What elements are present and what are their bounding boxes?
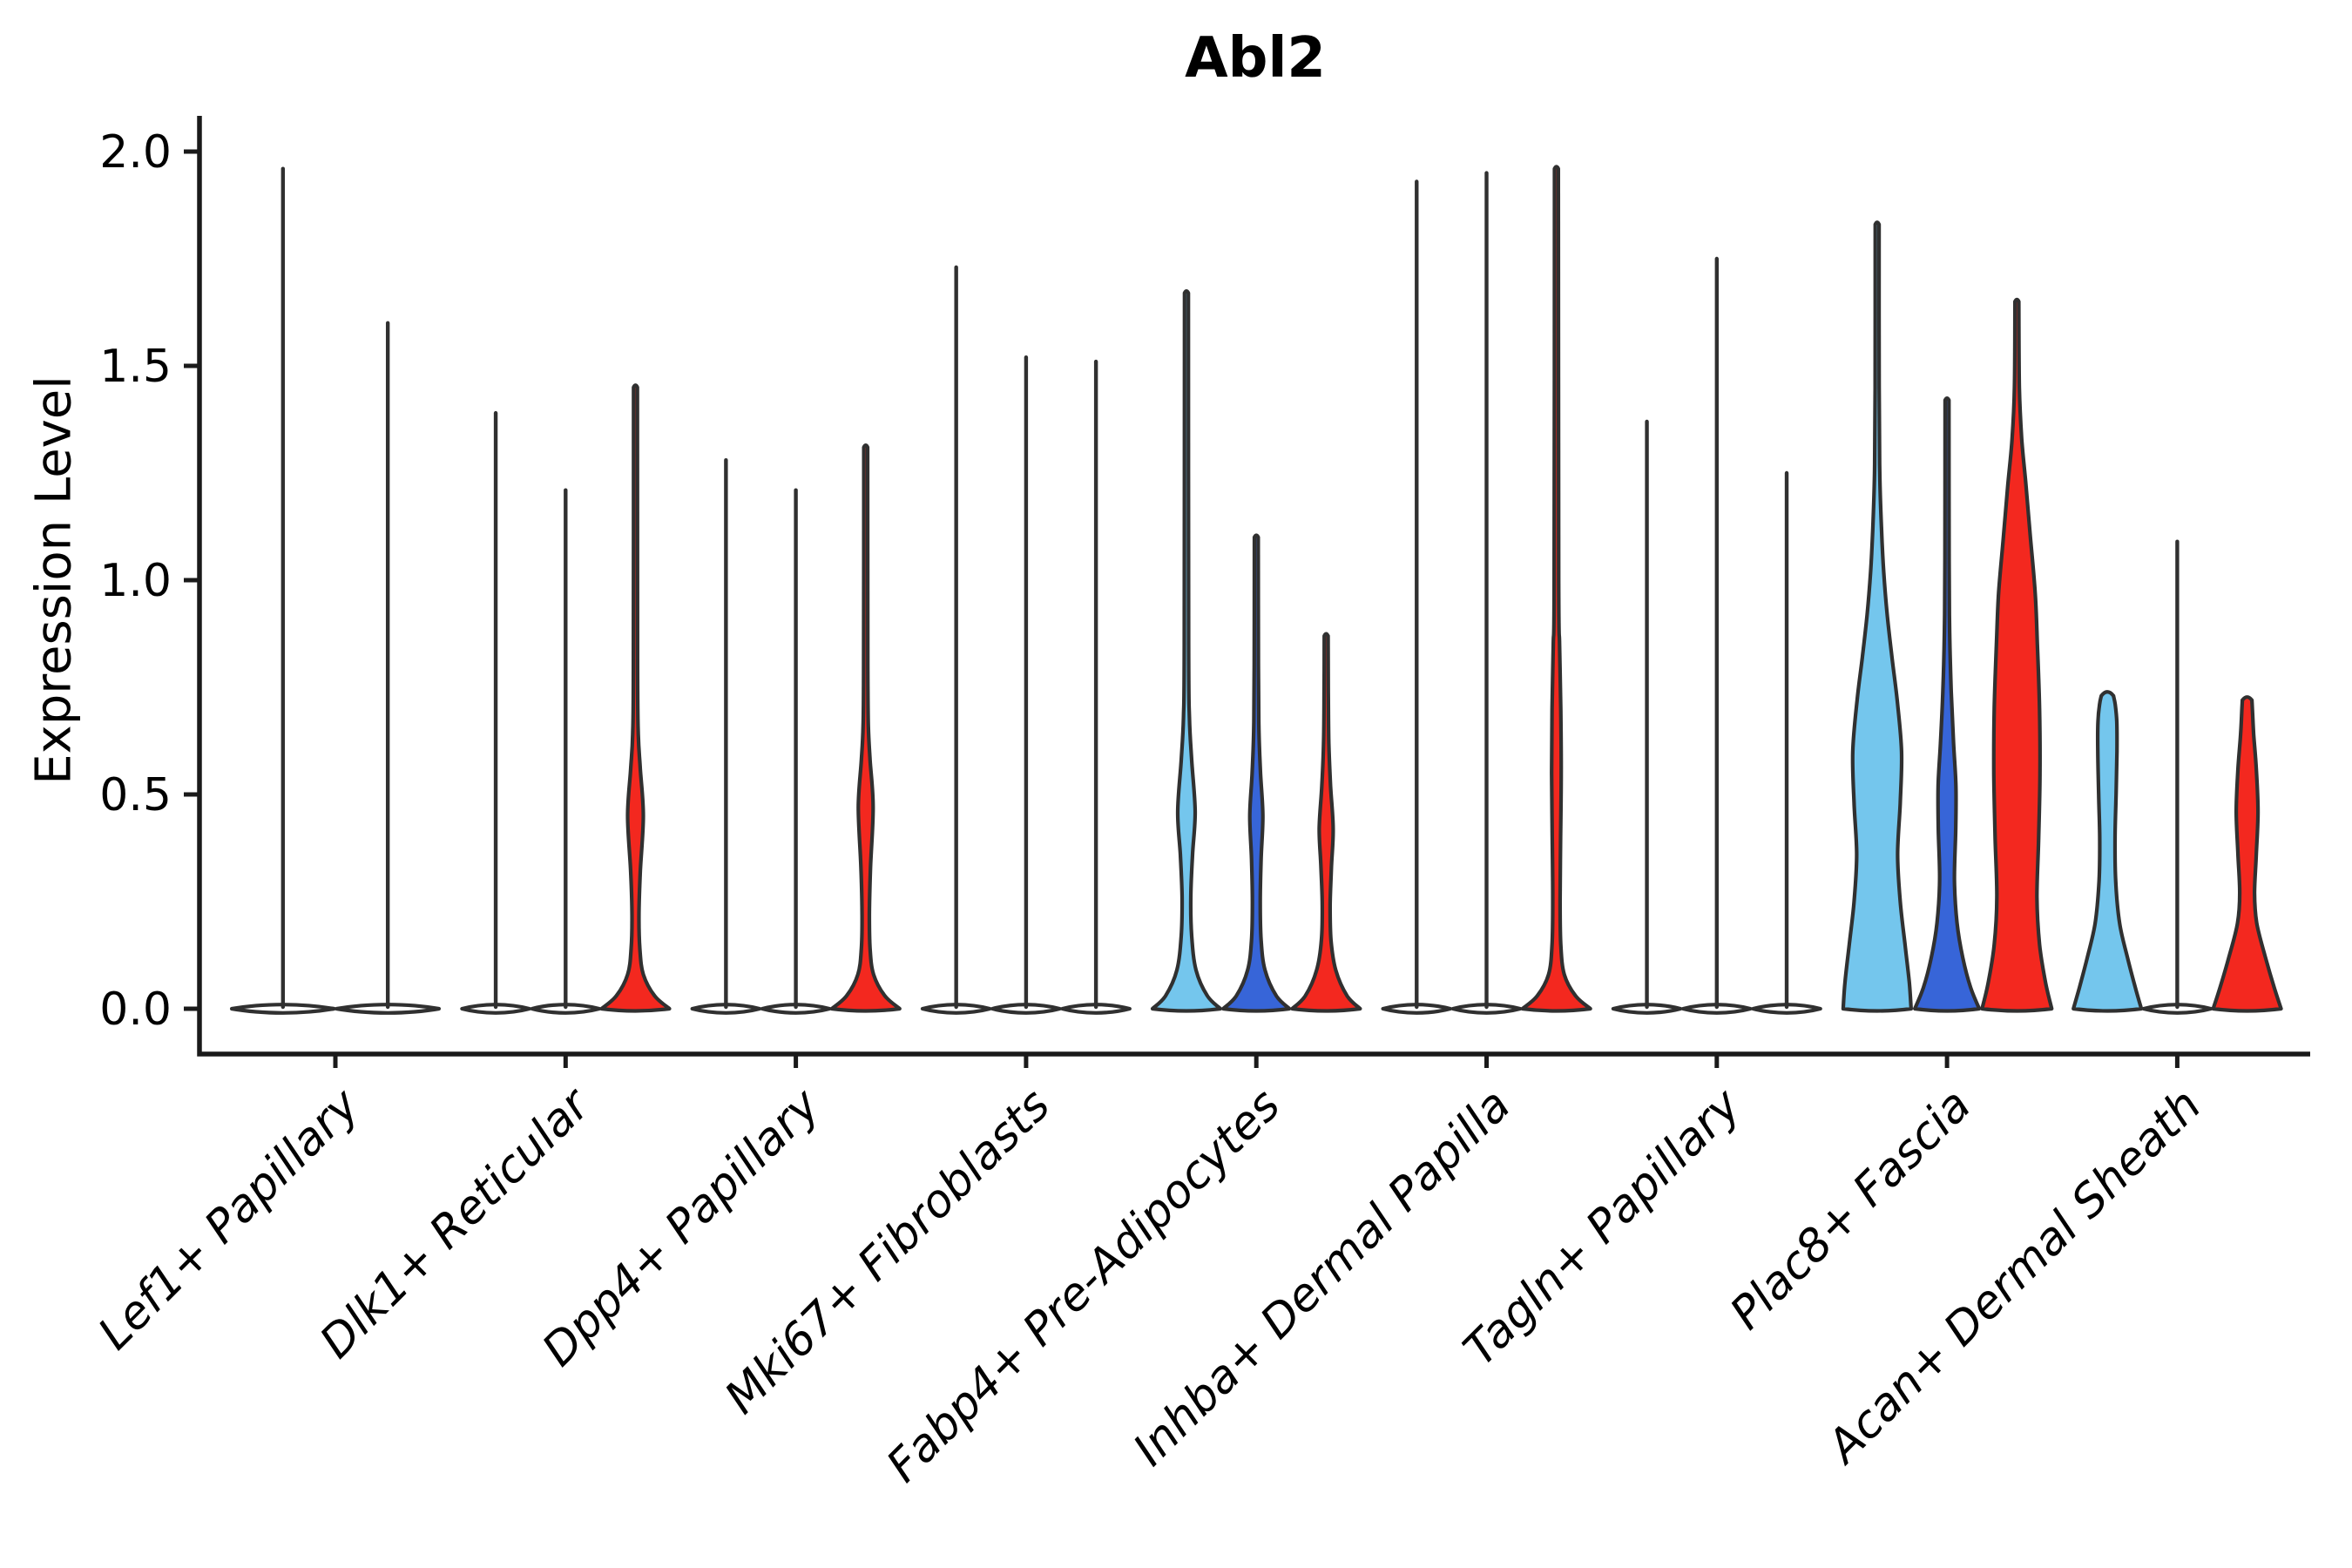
y-tick-label: 1.0	[99, 555, 172, 607]
violin-shape	[599, 383, 672, 1013]
violin-shape	[1520, 165, 1592, 1013]
violin-shape	[1980, 297, 2054, 1013]
violin-shape	[1221, 533, 1292, 1013]
y-tick-label: 0.0	[99, 983, 172, 1036]
chart-title: Abl2	[1185, 26, 1326, 91]
y-tick-label: 1.5	[99, 341, 172, 393]
violin-shape	[2211, 695, 2283, 1013]
y-tick-label: 0.5	[99, 769, 172, 821]
x-category-label: Inhba+ Dermal Papilla	[1124, 1079, 1521, 1477]
axes-spines	[197, 116, 2310, 1057]
x-category-label: Plac8+ Fascia	[1720, 1079, 1981, 1340]
violin-shape	[2072, 690, 2144, 1013]
x-category-label: Acan+ Dermal Sheath	[1816, 1079, 2212, 1475]
violin-shape	[829, 443, 902, 1013]
violin-shape	[1150, 289, 1223, 1013]
y-tick-label: 2.0	[99, 126, 172, 179]
violin-shape	[1290, 632, 1362, 1013]
x-category-label: Fabp4+ Pre-Adipocytes	[877, 1079, 1291, 1493]
violin-shape	[1913, 396, 1982, 1013]
violin-shape	[1841, 220, 1913, 1013]
